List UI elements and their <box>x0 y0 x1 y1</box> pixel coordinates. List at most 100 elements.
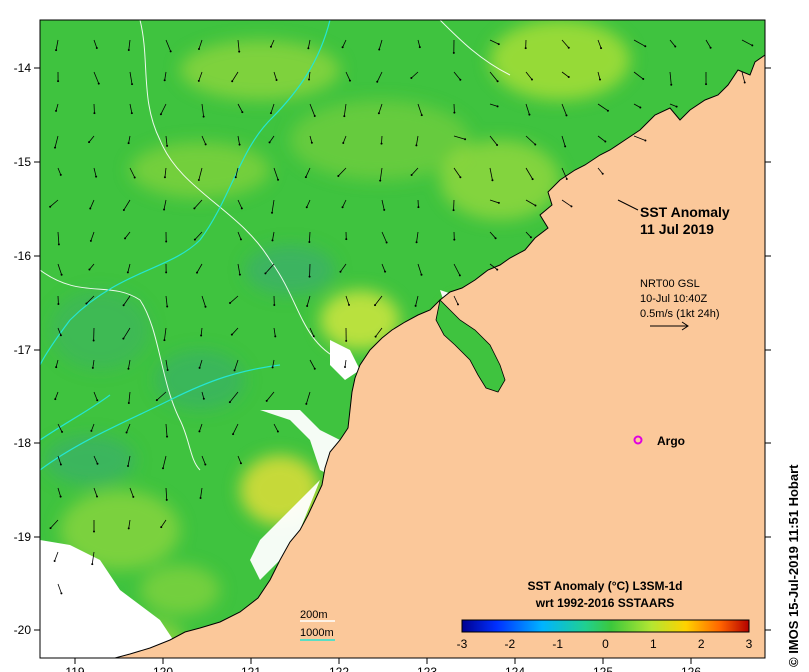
current-vector <box>165 295 168 307</box>
current-vector <box>129 167 136 178</box>
current-vector <box>489 263 498 270</box>
current-vector-tip <box>239 238 242 241</box>
current-vector-tip <box>122 304 125 307</box>
current-vector <box>525 199 536 206</box>
current-vector-tip <box>59 463 62 466</box>
current-vector-tip <box>600 47 603 50</box>
colorbar-title: SST Anomaly (°C) L3SM-1d <box>527 579 682 593</box>
current-vector-tip <box>200 334 203 337</box>
current-vector-tip <box>127 465 130 468</box>
current-vector-tip <box>57 243 60 246</box>
current-vector-tip <box>193 238 196 241</box>
current-vector-tip <box>90 429 93 432</box>
current-vector-tip <box>534 204 537 207</box>
current-vector <box>417 263 422 275</box>
current-vector-tip <box>531 178 534 181</box>
current-vector <box>374 295 383 306</box>
colorbar-tick-label: 0 <box>602 637 609 651</box>
current-vector-tip <box>238 50 241 53</box>
current-vector-tip <box>132 495 135 498</box>
current-vector <box>89 263 95 270</box>
current-vector-tip <box>133 176 136 179</box>
current-vector-tip <box>166 144 169 147</box>
current-vector <box>525 231 532 238</box>
reference-arrow-head <box>681 321 689 331</box>
current-vector-tip <box>496 105 499 108</box>
current-vector-tip <box>196 271 199 274</box>
current-vector <box>561 167 568 180</box>
current-vector <box>235 167 239 178</box>
current-vector <box>196 263 203 273</box>
current-vector <box>156 391 167 401</box>
current-vector <box>164 71 167 81</box>
current-vector-tip <box>705 83 708 86</box>
current-vector <box>489 103 498 107</box>
current-vector <box>344 359 347 368</box>
current-vector <box>525 103 530 115</box>
current-vector <box>201 295 206 307</box>
current-vector-tip <box>494 237 497 240</box>
depth-1000-label: 1000m <box>300 627 334 639</box>
current-vector <box>55 103 59 111</box>
current-vector <box>342 199 347 208</box>
depth-contour-1000m <box>40 20 331 471</box>
current-vector-tip <box>644 139 647 142</box>
current-vector <box>489 199 499 204</box>
current-vector-tip <box>163 339 166 342</box>
current-vector-tip <box>674 45 677 48</box>
current-vector <box>127 455 131 467</box>
current-vector-tip <box>199 496 202 499</box>
current-vector <box>93 39 98 49</box>
current-vector-tip <box>496 80 499 83</box>
current-vector-tip <box>231 80 234 83</box>
current-vector <box>200 327 203 336</box>
current-vector <box>305 167 311 178</box>
current-vector <box>129 487 134 498</box>
current-vector <box>453 263 461 276</box>
current-vector <box>90 231 95 241</box>
current-vector-tip <box>415 144 418 147</box>
current-vector <box>381 199 385 211</box>
current-vector-tip <box>60 592 63 595</box>
current-vector-tip <box>271 366 274 369</box>
current-vector-tip <box>491 179 494 182</box>
current-vector-tip <box>122 208 125 211</box>
current-vector <box>525 71 533 80</box>
current-vector <box>561 135 566 147</box>
current-vector <box>93 455 98 464</box>
current-vector <box>93 167 97 177</box>
current-vector-tip <box>59 334 62 337</box>
current-vector <box>86 295 95 304</box>
current-vector-tip <box>339 270 342 273</box>
current-vector <box>561 39 570 49</box>
current-vector <box>417 103 423 116</box>
current-vector-tip <box>564 145 567 148</box>
lat-tick-label: -15 <box>14 155 32 169</box>
current-vector-tip <box>165 240 168 243</box>
current-vector-tip <box>418 46 421 49</box>
current-vector <box>342 39 347 48</box>
current-vector-tip <box>751 44 754 47</box>
current-vector-tip <box>601 172 604 175</box>
current-vector <box>273 423 279 432</box>
current-vector-tip <box>198 366 201 369</box>
lon-tick-label: 119 <box>65 665 84 672</box>
current-vector <box>633 103 641 108</box>
current-vector-tip <box>344 365 347 368</box>
current-vector-tip <box>60 273 63 276</box>
current-vector-tip <box>459 78 462 81</box>
current-vector-tip <box>497 201 500 204</box>
current-vector-tip <box>57 302 60 305</box>
current-vector <box>237 455 242 464</box>
current-vector <box>57 583 62 594</box>
current-vector-tip <box>125 431 128 434</box>
lon-tick-label: 121 <box>241 665 261 672</box>
current-vector-tip <box>670 83 673 86</box>
current-vector <box>128 519 131 529</box>
current-vector <box>489 167 493 181</box>
lon-tick-label: 125 <box>593 665 613 672</box>
current-vector <box>307 39 311 49</box>
current-vector-tip <box>534 143 537 146</box>
current-vector-tip <box>383 208 386 211</box>
credit-text: © IMOS 15-Jul-2019 11:51 Hobart <box>786 464 801 667</box>
